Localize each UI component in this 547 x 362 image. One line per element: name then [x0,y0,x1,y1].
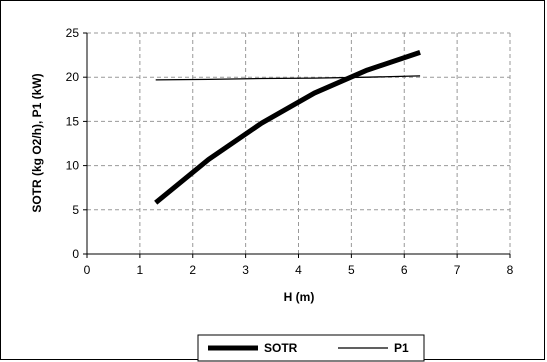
x-tick-label: 3 [242,263,249,277]
x-tick-label: 1 [137,263,144,277]
x-tick-label: 0 [84,263,91,277]
x-tick-label: 8 [507,263,514,277]
x-tick-label: 2 [189,263,196,277]
series-line-sotr [154,50,421,205]
legend: SOTR P1 [197,334,425,362]
series-layer [154,50,421,205]
y-tick-label: 10 [66,159,80,173]
y-tick-label: 15 [66,114,80,128]
axes [86,33,510,255]
series-line-p1 [155,75,421,81]
y-tick-label: 5 [72,203,79,217]
y-tick-label: 25 [66,26,80,40]
grid [87,32,511,254]
x-tick-label: 7 [454,263,461,277]
y-tick-label: 0 [72,247,79,261]
ticks: 0 5 10 15 20 25 0 1 2 3 4 5 6 7 8 [66,26,514,277]
y-tick-label: 20 [66,70,80,84]
legend-label-sotr: SOTR [264,341,298,355]
legend-label-p1: P1 [394,341,409,355]
x-tick-label: 6 [401,263,408,277]
y-axis-title: SOTR (kg O2/h), P1 (kW) [30,73,44,212]
x-tick-label: 4 [295,263,302,277]
x-axis-title: H (m) [284,290,315,304]
x-tick-label: 5 [348,263,355,277]
